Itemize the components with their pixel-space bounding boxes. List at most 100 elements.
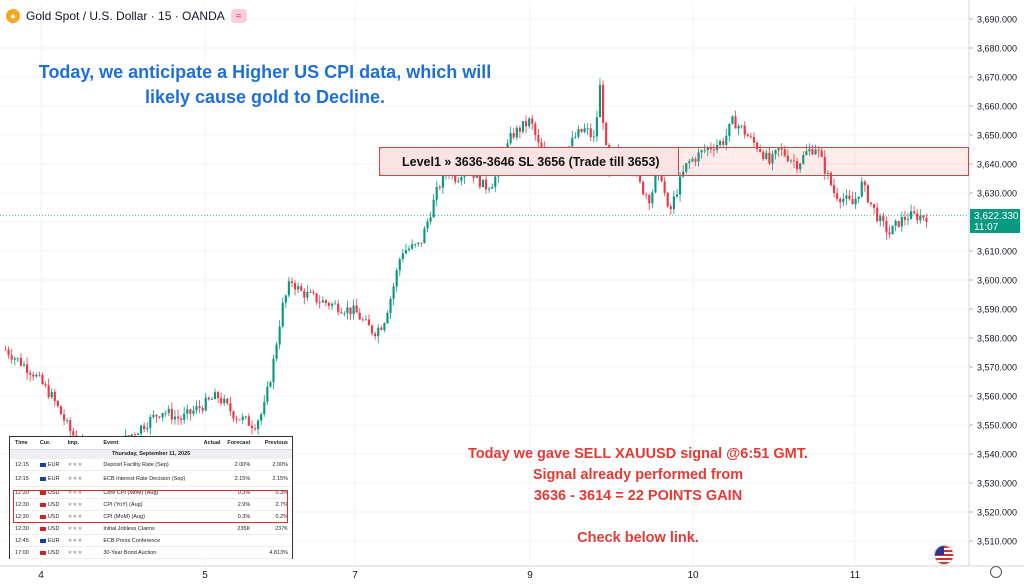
candle-body (734, 116, 737, 129)
price-tick-label: 3,520.000 (977, 508, 1017, 518)
signal-line-2: Signal already performed from (532, 467, 744, 483)
candle-body (762, 151, 765, 159)
cpi-highlight-box (13, 490, 288, 523)
candle-body (586, 128, 589, 130)
candle-body (857, 196, 860, 199)
candle-body (583, 128, 586, 133)
importance-stars: ★★★ (67, 501, 83, 508)
candle-body (755, 142, 759, 150)
calendar-currency: EUR (39, 538, 68, 544)
flag-icon (39, 514, 46, 519)
candle-body (888, 232, 891, 235)
candle-body (312, 292, 315, 294)
candle-body (574, 136, 577, 138)
candle-body (189, 409, 192, 414)
candle-body (183, 413, 186, 420)
candle-body (518, 127, 521, 132)
calendar-header-actual: Actual (203, 440, 221, 446)
current-price-value: 3,622.330 (974, 211, 1019, 222)
calendar-currency: USD (39, 526, 68, 532)
importance-stars: ★★★ (67, 475, 83, 482)
gold-coin-icon: ● (6, 9, 20, 23)
calendar-currency: USD (39, 514, 68, 520)
candle-body (792, 160, 796, 162)
candle-body (712, 149, 716, 151)
calendar-header-event: Event (103, 440, 119, 446)
candle-body (829, 172, 833, 185)
candle-body (389, 298, 392, 313)
calendar-forecast: 2.00% (234, 461, 251, 468)
calendar-event: ECB Interest Rate Decision (Sep) (103, 475, 186, 482)
candle-body (595, 117, 598, 137)
candle-body (900, 216, 903, 227)
candle-body (703, 150, 706, 151)
price-tick-label: 3,580.000 (977, 334, 1017, 344)
candle-body (909, 211, 913, 220)
price-tick-label: 3,640.000 (977, 160, 1017, 170)
candle-body (269, 382, 272, 387)
price-tick-label: 3,660.000 (977, 102, 1017, 112)
candle-body (697, 152, 700, 162)
calendar-event: CPI (MoM) (Aug) (103, 513, 145, 520)
candle-body (297, 286, 300, 290)
importance-stars: ★★★ (67, 537, 83, 544)
candle-body (432, 199, 435, 218)
candle-body (860, 181, 863, 197)
candle-body (352, 305, 355, 315)
candle-body (645, 194, 648, 196)
candle-body (426, 221, 429, 229)
candle-body (158, 416, 161, 418)
calendar-forecast: 2.15% (234, 475, 251, 482)
candle-body (337, 303, 340, 313)
candle-body (494, 176, 497, 188)
calendar-currency: EUR (39, 476, 68, 482)
candle-body (263, 401, 266, 415)
candle-body (869, 202, 873, 205)
candle-body (198, 406, 201, 408)
chart-settings-icon[interactable] (990, 566, 1002, 578)
candle-body (814, 149, 817, 155)
candle-body (374, 333, 377, 337)
candle-body (10, 355, 13, 360)
calendar-event: CPI (YoY) (Aug) (103, 501, 143, 508)
candle-body (32, 374, 35, 377)
candle-body (719, 141, 722, 146)
symbol-header[interactable]: ● Gold Spot / U.S. Dollar · 15 · OANDA ≈ (6, 6, 247, 26)
candle-body (411, 244, 414, 249)
candle-body (66, 420, 69, 421)
candle-body (407, 248, 411, 251)
flag-icon (39, 538, 46, 543)
candle-body (349, 307, 352, 315)
candle-body (454, 173, 457, 182)
candle-body (266, 386, 269, 402)
candle-body (355, 305, 358, 313)
candle-body (47, 385, 50, 398)
candle-body (340, 312, 343, 314)
time-tick-label: 9 (527, 570, 533, 581)
candle-body (380, 327, 383, 330)
candle-body (327, 303, 331, 306)
candle-body (19, 358, 23, 366)
candle-body (204, 397, 207, 411)
candle-body (361, 319, 364, 321)
candle-body (916, 213, 919, 221)
candle-body (220, 398, 223, 404)
price-tick-label: 3,690.000 (977, 15, 1017, 25)
candle-body (802, 154, 805, 164)
candle-body (192, 410, 195, 414)
candle-body (691, 158, 694, 162)
level-label[interactable]: Level1 » 3636-3646 SL 3656 (Trade till 3… (379, 147, 679, 176)
candle-body (306, 292, 309, 298)
symbol-title[interactable]: Gold Spot / U.S. Dollar · 15 · OANDA (26, 9, 225, 23)
calendar-header-time: Time (15, 440, 28, 446)
calendar-row: 12:30 USD ★★★ CPI (YoY) (Aug) 2.9% 2.7% (10, 499, 292, 511)
approx-equal-icon[interactable]: ≈ (230, 9, 247, 23)
candle-body (642, 181, 645, 195)
candle-body (765, 152, 768, 159)
candle-body (531, 118, 534, 124)
candle-body (675, 194, 679, 197)
candle-body (666, 192, 669, 207)
price-tick-label: 3,550.000 (977, 421, 1017, 431)
candle-body (343, 313, 346, 314)
